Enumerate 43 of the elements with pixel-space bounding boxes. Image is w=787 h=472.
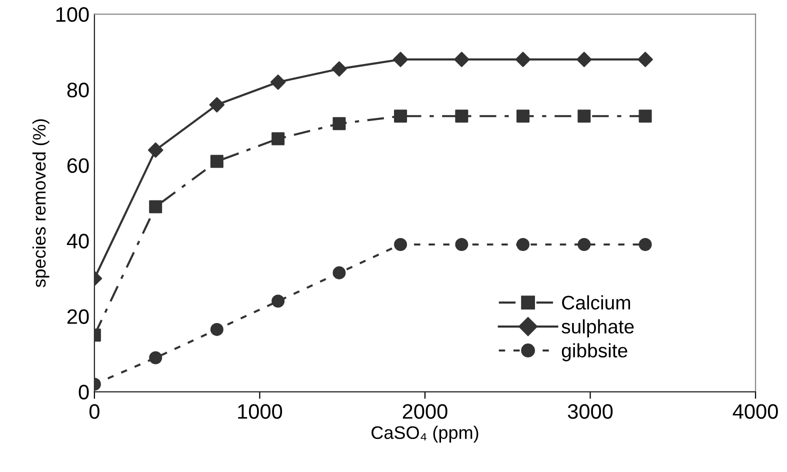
point bbox=[394, 238, 408, 251]
point bbox=[149, 351, 162, 364]
point bbox=[272, 132, 285, 146]
y-tick-label: 0 bbox=[78, 384, 89, 400]
point bbox=[332, 61, 347, 77]
legend-label: sulphate bbox=[562, 319, 634, 338]
point bbox=[272, 294, 285, 308]
point bbox=[209, 97, 225, 112]
point bbox=[332, 117, 346, 130]
point bbox=[148, 142, 164, 158]
y-tick-label: 40 bbox=[66, 234, 89, 248]
y-tick-label: 20 bbox=[67, 309, 89, 324]
point bbox=[578, 238, 591, 251]
point bbox=[455, 110, 468, 123]
point bbox=[332, 266, 346, 280]
point bbox=[576, 52, 592, 68]
point bbox=[516, 110, 530, 123]
point bbox=[516, 238, 530, 251]
point bbox=[638, 52, 653, 68]
x-axis-title: CaSO₄ (ppm) bbox=[372, 426, 478, 443]
point bbox=[454, 52, 470, 68]
x-tick-label: 3000 bbox=[568, 404, 613, 419]
y-axis-title: species removed (%) bbox=[32, 119, 50, 288]
point bbox=[270, 74, 286, 90]
point bbox=[455, 238, 468, 251]
legend-label: gibbsite bbox=[562, 343, 628, 362]
point bbox=[578, 110, 591, 123]
y-tick-label: 80 bbox=[67, 82, 89, 98]
y-tick-label: 60 bbox=[67, 158, 89, 173]
point bbox=[394, 110, 408, 123]
x-tick-label: 4000 bbox=[732, 404, 778, 419]
legend-label: Calcium bbox=[562, 295, 630, 310]
point bbox=[515, 52, 531, 68]
point bbox=[392, 52, 408, 68]
point bbox=[210, 322, 224, 336]
point bbox=[210, 154, 224, 168]
x-tick-label: 0 bbox=[89, 404, 100, 419]
point bbox=[638, 110, 652, 123]
x-tick-label: 2000 bbox=[402, 404, 448, 419]
point bbox=[638, 238, 652, 251]
y-tick-label: 100 bbox=[56, 7, 89, 22]
x-tick-label: 1000 bbox=[238, 404, 282, 419]
point bbox=[149, 200, 162, 214]
